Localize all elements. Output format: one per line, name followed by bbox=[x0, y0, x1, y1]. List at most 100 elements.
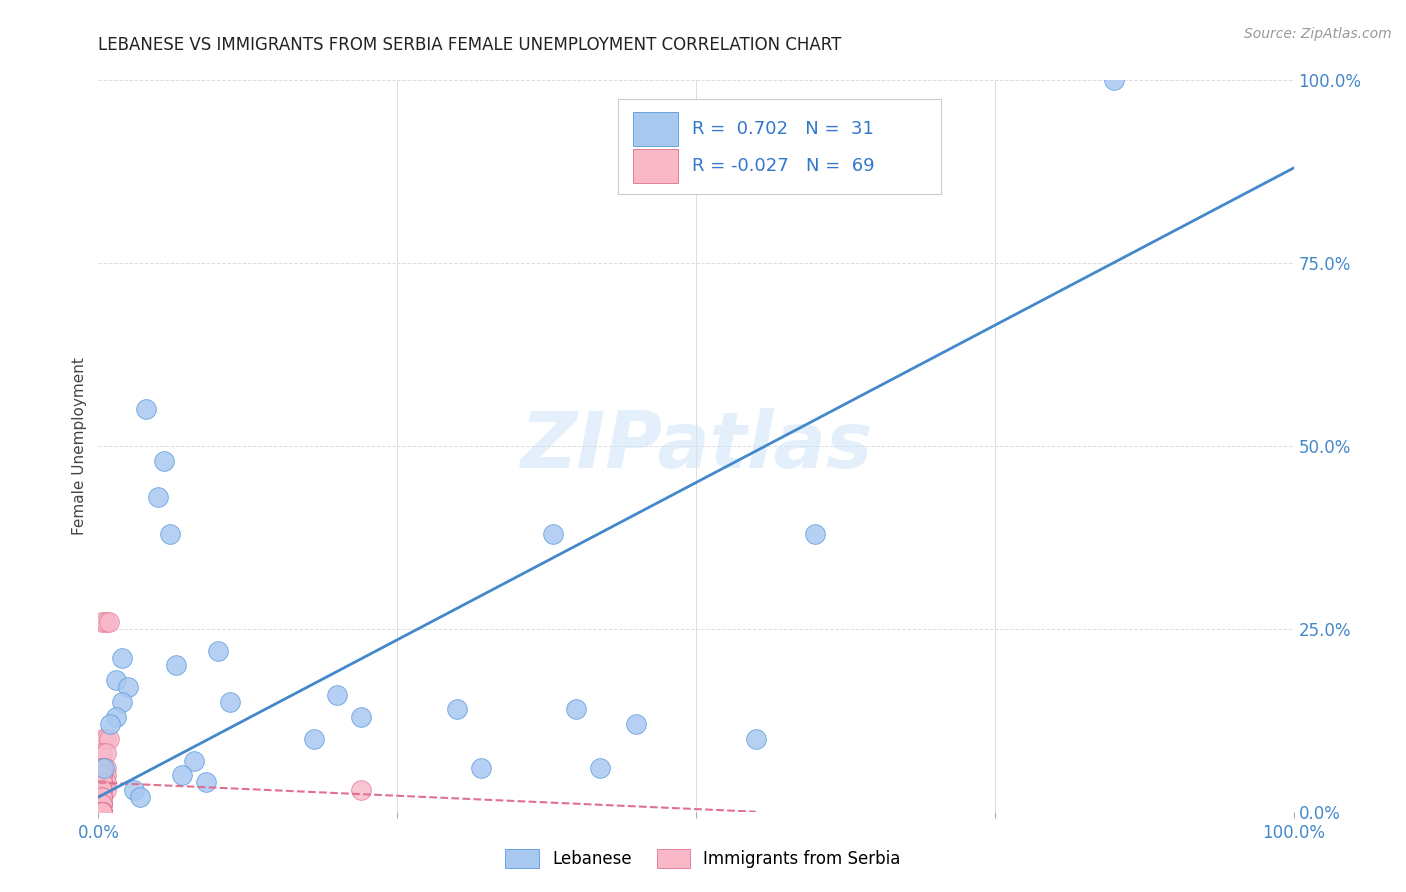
Point bbox=[172, 768, 194, 782]
Point bbox=[91, 805, 114, 819]
Point bbox=[135, 402, 157, 417]
Point bbox=[91, 805, 114, 819]
Point bbox=[91, 746, 114, 760]
Point bbox=[91, 805, 114, 819]
Point bbox=[94, 782, 117, 797]
Point bbox=[91, 805, 114, 819]
Point bbox=[91, 805, 114, 819]
Point bbox=[91, 782, 114, 797]
Point bbox=[1102, 73, 1125, 87]
Point bbox=[91, 805, 114, 819]
Point bbox=[91, 805, 114, 819]
Point bbox=[91, 768, 114, 782]
Point bbox=[91, 805, 114, 819]
Point bbox=[207, 644, 229, 658]
Point bbox=[91, 805, 114, 819]
Point bbox=[94, 768, 117, 782]
Point bbox=[91, 782, 114, 797]
Point bbox=[91, 797, 114, 812]
Point bbox=[91, 790, 114, 805]
Point bbox=[98, 731, 121, 746]
Point bbox=[105, 709, 128, 723]
Point bbox=[183, 754, 205, 768]
Point bbox=[626, 717, 648, 731]
Point bbox=[541, 526, 564, 541]
Point bbox=[91, 805, 114, 819]
FancyBboxPatch shape bbox=[633, 149, 678, 183]
Point bbox=[91, 797, 114, 812]
Point bbox=[94, 775, 117, 789]
Point bbox=[148, 490, 170, 504]
Point bbox=[194, 775, 218, 789]
Point bbox=[91, 805, 114, 819]
Point bbox=[94, 746, 117, 760]
Point bbox=[589, 761, 612, 775]
Point bbox=[745, 731, 768, 746]
Point bbox=[91, 805, 114, 819]
Point bbox=[91, 761, 114, 775]
Point bbox=[91, 782, 114, 797]
Point bbox=[98, 615, 121, 629]
FancyBboxPatch shape bbox=[633, 112, 678, 146]
Point bbox=[91, 761, 114, 775]
Point bbox=[91, 805, 114, 819]
Point bbox=[804, 526, 827, 541]
Point bbox=[91, 805, 114, 819]
Point bbox=[350, 709, 373, 723]
FancyBboxPatch shape bbox=[619, 99, 941, 194]
Point bbox=[91, 805, 114, 819]
Point bbox=[91, 805, 114, 819]
Point bbox=[91, 805, 114, 819]
Point bbox=[91, 615, 114, 629]
Point bbox=[91, 805, 114, 819]
Point bbox=[91, 731, 114, 746]
Point bbox=[91, 805, 114, 819]
Point bbox=[326, 688, 349, 702]
Point bbox=[91, 768, 114, 782]
Point bbox=[98, 717, 122, 731]
Point bbox=[565, 702, 588, 716]
Point bbox=[91, 805, 114, 819]
Point bbox=[91, 805, 114, 819]
Point bbox=[124, 782, 146, 797]
Point bbox=[111, 651, 134, 665]
Point bbox=[91, 805, 114, 819]
Point bbox=[153, 453, 176, 467]
Point bbox=[91, 790, 114, 805]
Point bbox=[91, 805, 114, 819]
Point bbox=[91, 805, 114, 819]
Point bbox=[91, 805, 114, 819]
Point bbox=[91, 775, 114, 789]
Point bbox=[91, 790, 114, 805]
Text: Source: ZipAtlas.com: Source: ZipAtlas.com bbox=[1244, 27, 1392, 41]
Point bbox=[91, 790, 114, 805]
Point bbox=[94, 731, 117, 746]
Point bbox=[91, 797, 114, 812]
Point bbox=[94, 761, 117, 775]
Point bbox=[91, 805, 114, 819]
Point bbox=[117, 681, 139, 695]
Text: ZIPatlas: ZIPatlas bbox=[520, 408, 872, 484]
Point bbox=[129, 790, 152, 805]
Point bbox=[91, 761, 114, 775]
Point bbox=[446, 702, 468, 716]
Text: LEBANESE VS IMMIGRANTS FROM SERBIA FEMALE UNEMPLOYMENT CORRELATION CHART: LEBANESE VS IMMIGRANTS FROM SERBIA FEMAL… bbox=[98, 36, 842, 54]
Point bbox=[91, 805, 114, 819]
Point bbox=[91, 805, 114, 819]
Point bbox=[219, 695, 242, 709]
Point bbox=[165, 658, 187, 673]
Point bbox=[91, 805, 114, 819]
Point bbox=[91, 797, 114, 812]
Point bbox=[93, 761, 115, 775]
Point bbox=[111, 695, 134, 709]
Point bbox=[91, 782, 114, 797]
Text: R =  0.702   N =  31: R = 0.702 N = 31 bbox=[692, 120, 875, 138]
Point bbox=[91, 805, 114, 819]
Point bbox=[91, 805, 114, 819]
Point bbox=[91, 768, 114, 782]
Point bbox=[91, 805, 114, 819]
Text: R = -0.027   N =  69: R = -0.027 N = 69 bbox=[692, 157, 875, 175]
Legend: Lebanese, Immigrants from Serbia: Lebanese, Immigrants from Serbia bbox=[499, 842, 907, 875]
Y-axis label: Female Unemployment: Female Unemployment bbox=[72, 357, 87, 535]
Point bbox=[91, 805, 114, 819]
